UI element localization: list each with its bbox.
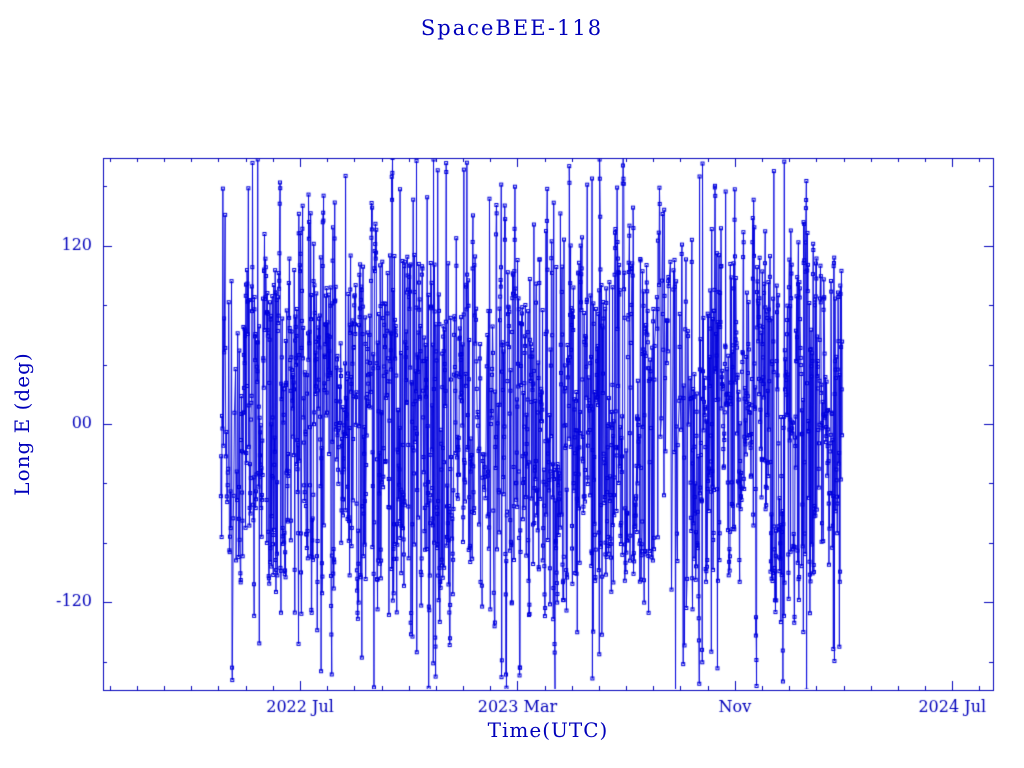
longitude-time-plot-canvas [0, 0, 1024, 768]
